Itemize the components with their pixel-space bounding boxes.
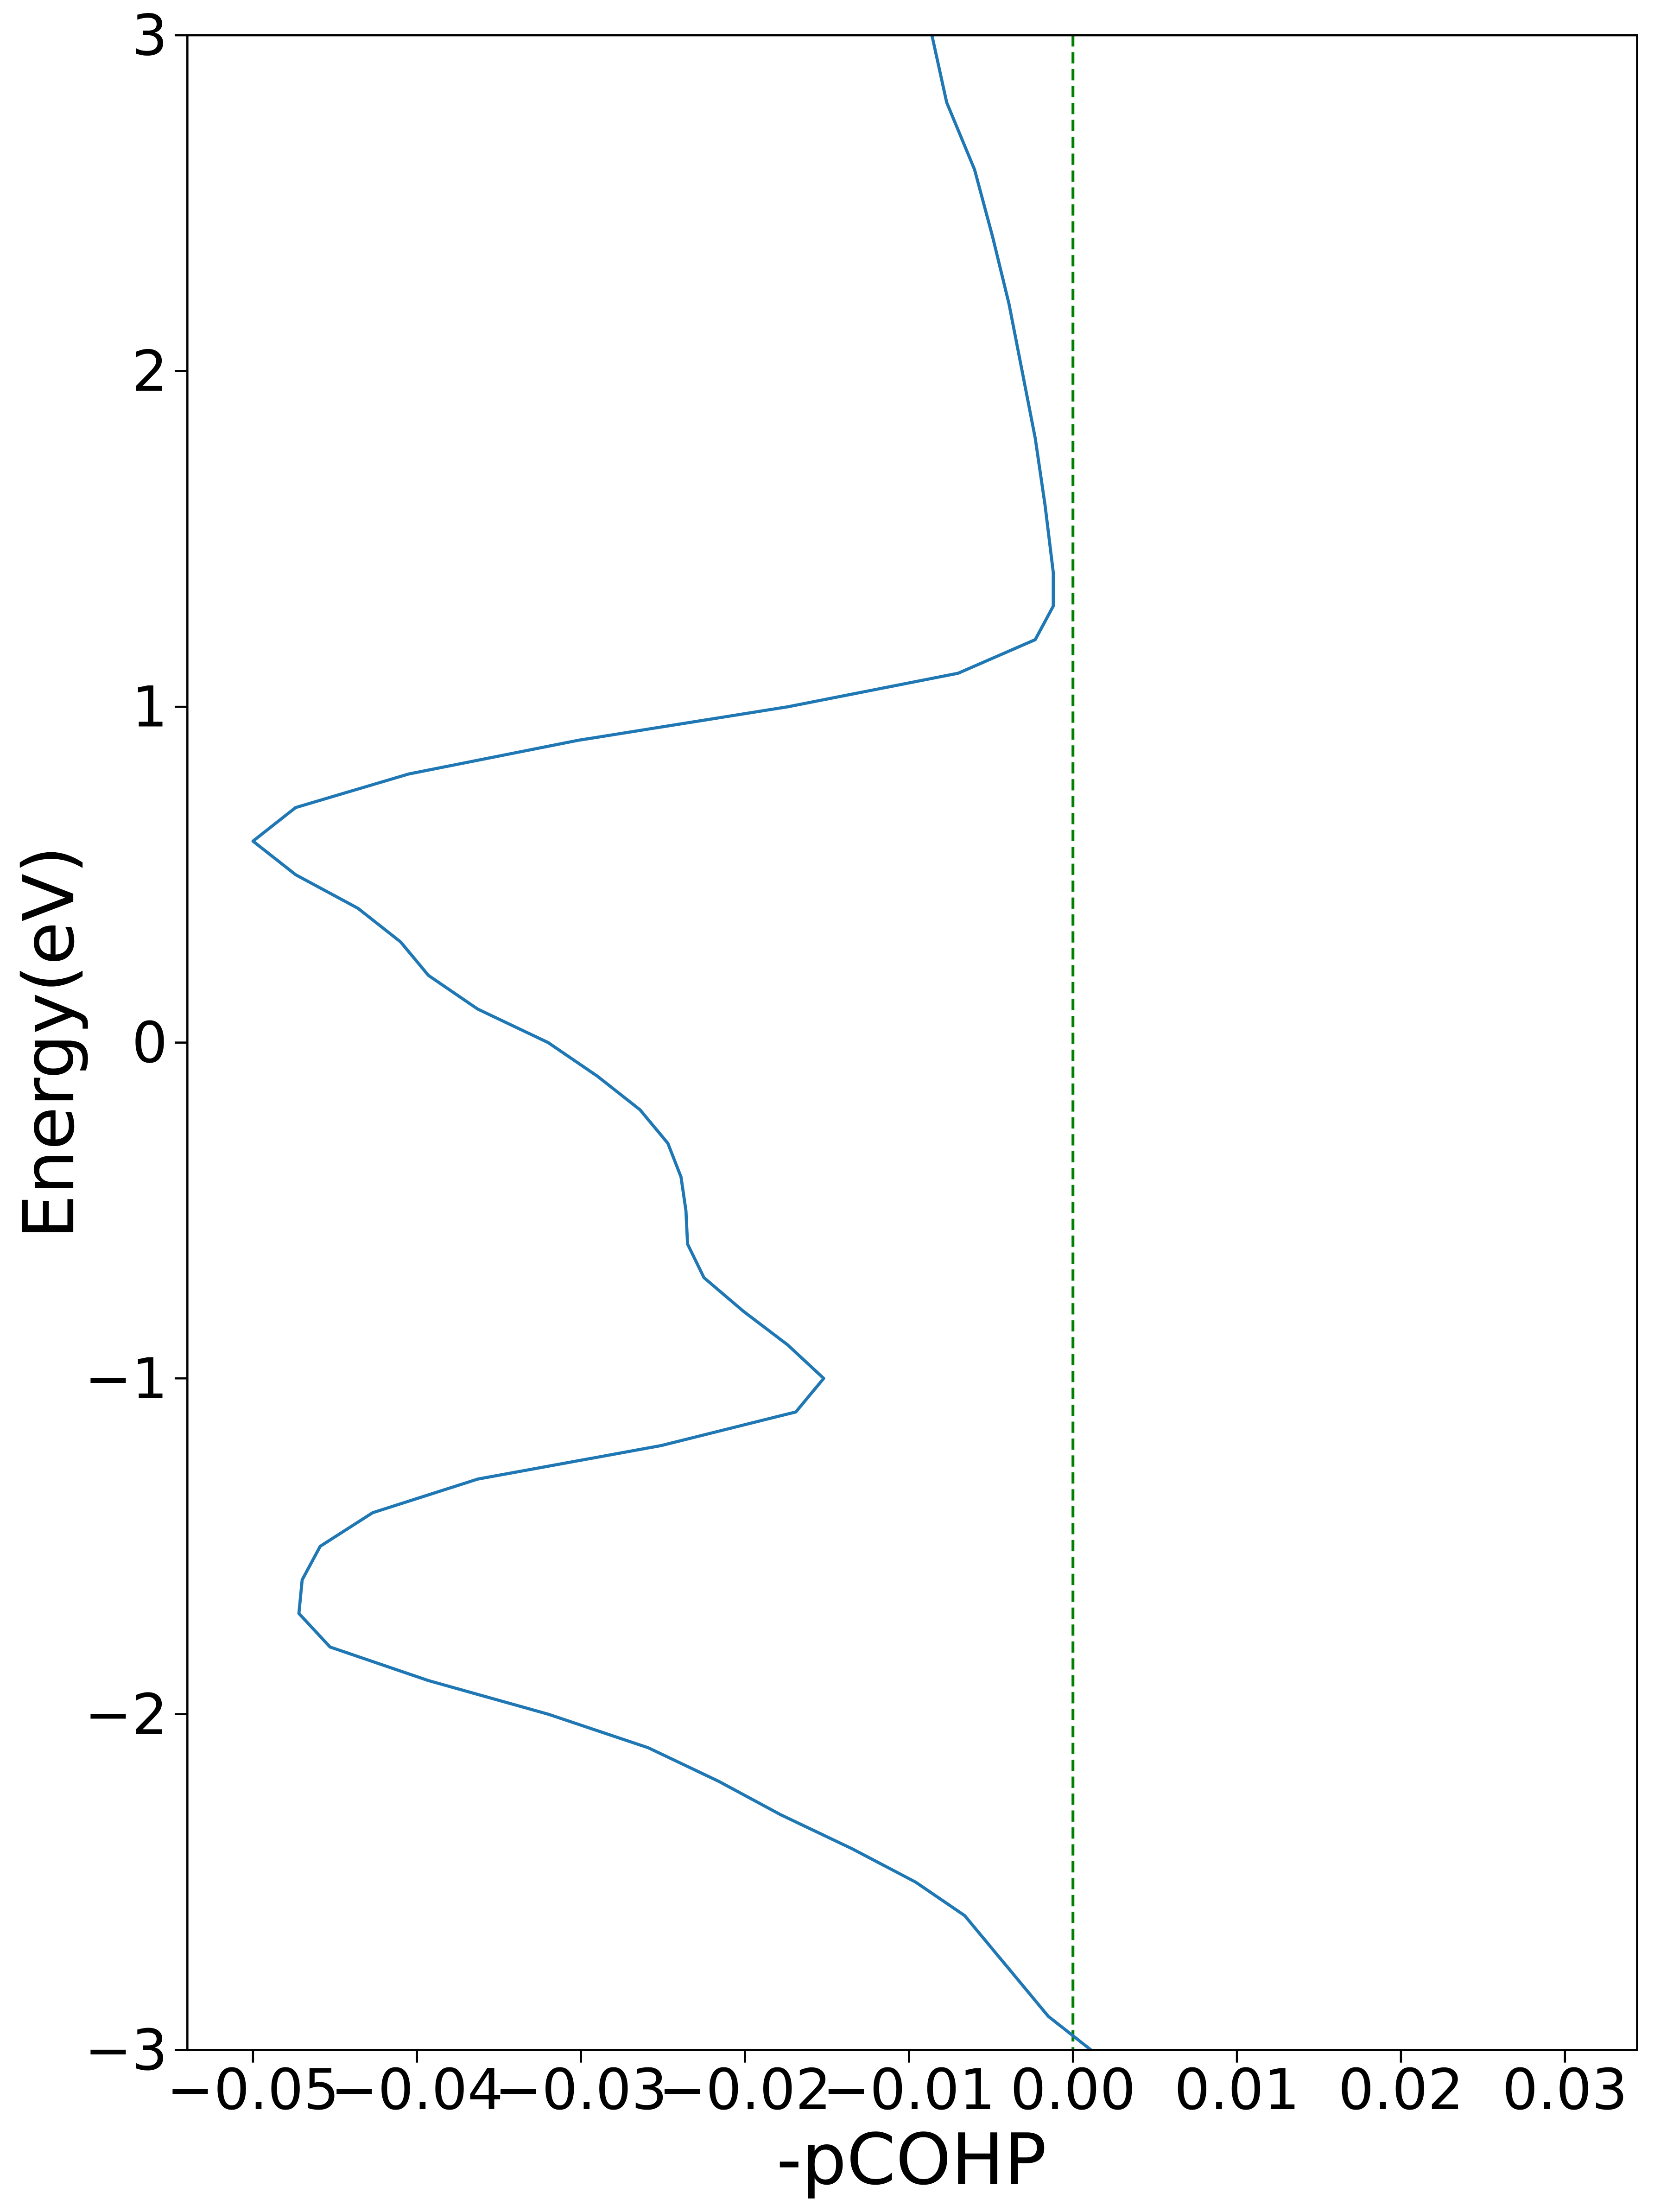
plot-frame xyxy=(186,34,1638,2051)
x-tick-label: −0.03 xyxy=(494,2057,667,2123)
y-tick-label: 0 xyxy=(132,1010,167,1076)
y-tick-label: 1 xyxy=(132,674,167,740)
x-tick-label: −0.02 xyxy=(659,2057,831,2123)
x-tick-label: −0.05 xyxy=(167,2057,340,2123)
y-tick-label: −3 xyxy=(85,2017,168,2083)
x-tick-label: 0.03 xyxy=(1502,2057,1628,2123)
x-tick-label: 0.02 xyxy=(1338,2057,1464,2123)
series-line xyxy=(251,35,1092,2051)
y-tick-label: −1 xyxy=(85,1346,168,1412)
y-tick-label: 2 xyxy=(132,338,167,404)
y-axis-label: Energy(eV) xyxy=(8,846,90,1239)
x-tick-label: −0.01 xyxy=(823,2057,995,2123)
x-tick-label: −0.04 xyxy=(330,2057,503,2123)
x-tick-label: 0.01 xyxy=(1174,2057,1300,2123)
y-tick-label: 3 xyxy=(132,3,167,69)
x-tick-label: 0.00 xyxy=(1010,2057,1136,2123)
x-axis-label: -pCOHP xyxy=(776,2118,1046,2200)
y-tick-label: −2 xyxy=(85,1681,168,1747)
